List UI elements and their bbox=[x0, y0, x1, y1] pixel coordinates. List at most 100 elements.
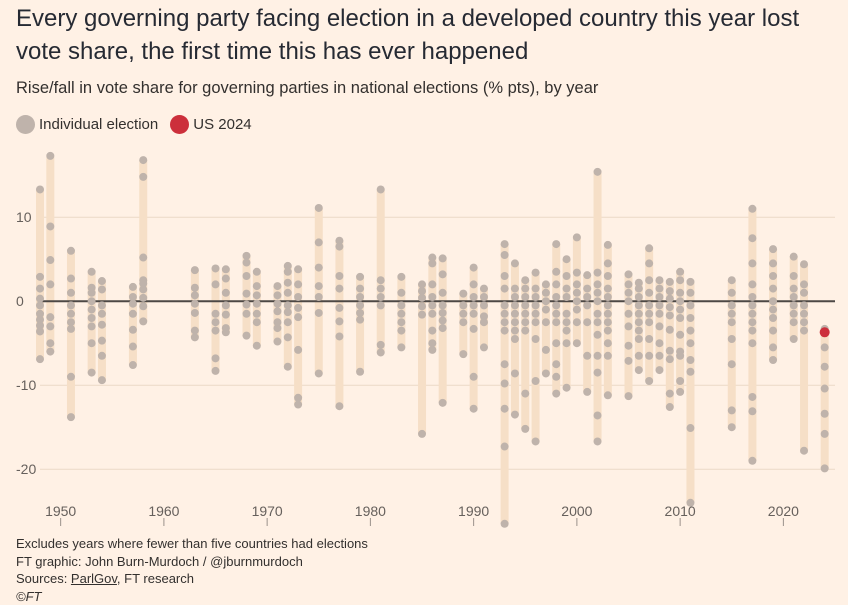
data-point bbox=[594, 318, 602, 326]
range-bar bbox=[583, 275, 591, 392]
data-point bbox=[532, 310, 540, 318]
data-point bbox=[676, 306, 684, 314]
data-point bbox=[532, 437, 540, 445]
data-point bbox=[397, 318, 405, 326]
sources-link-parlgov[interactable]: ParlGov bbox=[71, 571, 117, 586]
data-point bbox=[356, 293, 364, 301]
data-point bbox=[748, 457, 756, 465]
data-point bbox=[46, 256, 54, 264]
data-point bbox=[428, 346, 436, 354]
data-point bbox=[418, 302, 426, 310]
data-point bbox=[501, 318, 509, 326]
data-point bbox=[563, 255, 571, 263]
data-point bbox=[604, 310, 612, 318]
footer-credit: FT graphic: John Burn-Murdoch / @jburnmu… bbox=[16, 553, 368, 571]
data-point bbox=[521, 285, 529, 293]
dots bbox=[36, 152, 830, 528]
data-point bbox=[439, 324, 447, 332]
data-point bbox=[573, 318, 581, 326]
data-point bbox=[521, 327, 529, 335]
data-point bbox=[46, 348, 54, 356]
data-point bbox=[98, 277, 106, 285]
data-point bbox=[439, 399, 447, 407]
data-point bbox=[67, 325, 75, 333]
data-point bbox=[315, 309, 323, 317]
data-point bbox=[821, 363, 829, 371]
data-point bbox=[46, 313, 54, 321]
data-point bbox=[573, 339, 581, 347]
data-point bbox=[273, 324, 281, 332]
data-point bbox=[686, 301, 694, 309]
y-tick-label: -10 bbox=[16, 377, 36, 393]
data-point bbox=[542, 289, 550, 297]
data-point bbox=[666, 347, 674, 355]
data-point bbox=[769, 245, 777, 253]
data-point bbox=[655, 276, 663, 284]
data-point bbox=[655, 285, 663, 293]
range-bar bbox=[315, 208, 323, 373]
data-point bbox=[748, 280, 756, 288]
range-bar bbox=[594, 172, 602, 442]
data-point bbox=[377, 276, 385, 284]
data-point bbox=[583, 271, 591, 279]
data-point bbox=[686, 356, 694, 364]
data-point bbox=[356, 368, 364, 376]
data-point bbox=[594, 411, 602, 419]
data-point bbox=[315, 238, 323, 246]
legend-label-us: US 2024 bbox=[193, 116, 251, 133]
data-point bbox=[635, 335, 643, 343]
data-point bbox=[666, 303, 674, 311]
data-point bbox=[532, 335, 540, 343]
data-point bbox=[821, 430, 829, 438]
data-point bbox=[563, 310, 571, 318]
data-point bbox=[769, 343, 777, 351]
data-point bbox=[563, 318, 571, 326]
data-point bbox=[501, 285, 509, 293]
data-point bbox=[418, 311, 426, 319]
data-point bbox=[769, 306, 777, 314]
data-point bbox=[583, 285, 591, 293]
data-point bbox=[625, 270, 633, 278]
data-point bbox=[769, 327, 777, 335]
data-point bbox=[769, 356, 777, 364]
data-point bbox=[242, 290, 250, 298]
data-point bbox=[594, 369, 602, 377]
data-point bbox=[459, 290, 467, 298]
data-point bbox=[521, 293, 529, 301]
data-point bbox=[294, 265, 302, 273]
data-point bbox=[36, 355, 44, 363]
data-point bbox=[46, 280, 54, 288]
x-tick-label: 1980 bbox=[355, 503, 386, 519]
data-point bbox=[790, 293, 798, 301]
data-point bbox=[676, 276, 684, 284]
data-point bbox=[253, 342, 261, 350]
data-point bbox=[212, 367, 220, 375]
data-point bbox=[377, 341, 385, 349]
data-point bbox=[139, 173, 147, 181]
data-point bbox=[377, 301, 385, 309]
data-point bbox=[521, 276, 529, 284]
data-point bbox=[253, 300, 261, 308]
legend-swatch-individual bbox=[16, 115, 35, 134]
data-point bbox=[655, 339, 663, 347]
data-point bbox=[428, 327, 436, 335]
data-point bbox=[222, 289, 230, 297]
data-point bbox=[686, 368, 694, 376]
data-point bbox=[67, 373, 75, 381]
data-point bbox=[88, 289, 96, 297]
data-point bbox=[821, 385, 829, 393]
data-point bbox=[645, 301, 653, 309]
chart-subtitle: Rise/fall in vote share for governing pa… bbox=[16, 79, 598, 98]
data-point bbox=[573, 289, 581, 297]
data-point bbox=[459, 350, 467, 358]
data-point bbox=[728, 335, 736, 343]
data-point bbox=[511, 293, 519, 301]
data-point bbox=[88, 306, 96, 314]
data-point bbox=[790, 301, 798, 309]
data-point bbox=[821, 464, 829, 472]
data-point bbox=[552, 310, 560, 318]
data-point bbox=[222, 301, 230, 309]
data-point bbox=[501, 380, 509, 388]
data-point bbox=[511, 310, 519, 318]
y-tick-label: 0 bbox=[16, 293, 24, 309]
